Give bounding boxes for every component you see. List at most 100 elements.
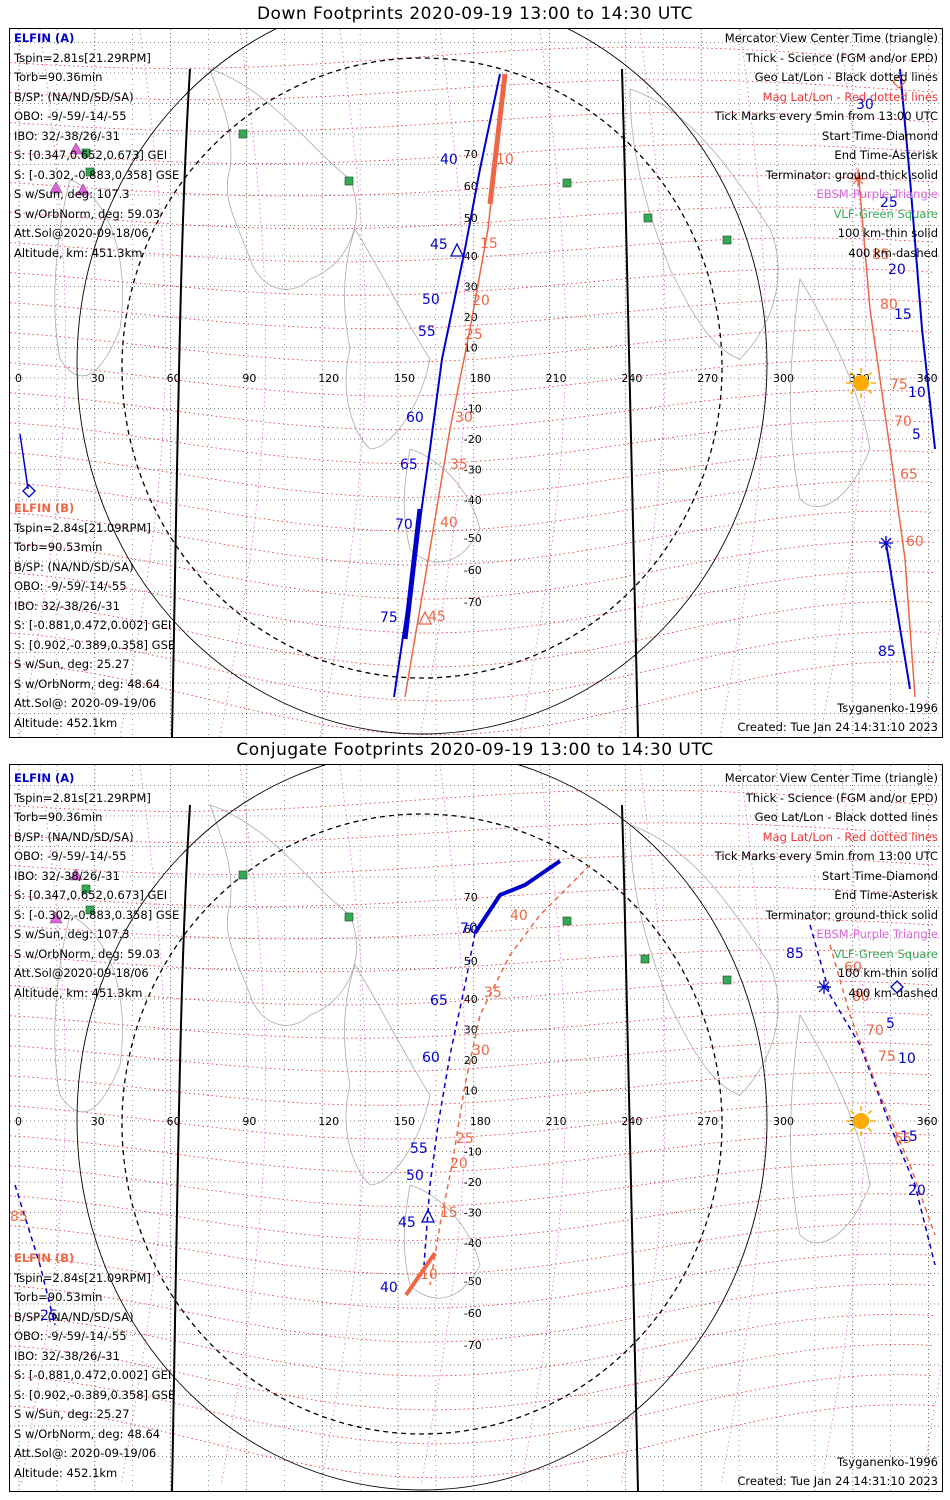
lon-tick-label: 300 <box>773 1115 794 1128</box>
mag-meridian-line <box>20 765 66 1486</box>
sat-a-tick-label: 70 <box>395 517 413 533</box>
mag-parallel-line <box>10 206 935 230</box>
sat-b-tick-label: 10 <box>420 1267 438 1283</box>
sat-b-info-conj: ELFIN (B) Tspin=2.84s[21.09RPM] Torb=90.… <box>14 1249 175 1483</box>
lat-tick-label: -50 <box>464 532 482 545</box>
sun-ray <box>849 1109 855 1115</box>
legend-100km: 100 km-thin solid <box>837 226 938 240</box>
sat-a-info-conj: ELFIN (A) Tspin=2.81s[21.29RPM] Torb=90.… <box>14 769 179 1003</box>
sat-b-tick-label: 40 <box>440 515 458 531</box>
conjugate-map-canvas: 0306090120150180210240270300330360706050… <box>10 765 942 1491</box>
footprint-100km-ellipse <box>76 765 768 1491</box>
legend-vlf: VLF-Green Square <box>833 206 938 221</box>
legend-ticks: Tick Marks every 5min from 13:00 UTC <box>714 109 938 123</box>
terminator-line <box>621 804 639 1491</box>
mag-parallel-line <box>10 661 935 736</box>
legend-terminator: Terminator: ground-thick solid <box>765 167 938 182</box>
sat-a-name: ELFIN (A) <box>14 771 75 785</box>
sat-b-tick-label: 60 <box>906 534 924 550</box>
mag-parallel-line <box>10 450 935 498</box>
vlf-station-square <box>344 176 354 186</box>
terminator-line <box>621 68 639 737</box>
mag-meridian-line <box>520 765 566 1486</box>
mag-parallel-line <box>10 111 935 132</box>
mag-parallel-line <box>10 631 935 702</box>
mag-parallel-line <box>10 420 935 464</box>
ebsm-triangle <box>49 911 63 924</box>
mag-parallel-line <box>10 1374 935 1445</box>
sat-a-line: S: [-0.302,-0.883,0.358] GSE <box>14 907 180 922</box>
lat-tick-label: 70 <box>464 891 478 904</box>
vlf-station-square <box>85 905 95 915</box>
lon-tick-label: 150 <box>394 1115 415 1128</box>
sat-a-line: Torb=90.36min <box>14 810 103 824</box>
coastline <box>790 277 871 508</box>
sun-ray <box>867 1127 873 1133</box>
mag-parallel-line <box>10 822 935 844</box>
vlf-station-square <box>344 912 354 922</box>
mag-parallel-line <box>10 949 935 973</box>
sat-b-info: ELFIN (B) Tspin=2.84s[21.09RPM] Torb=90.… <box>14 499 175 733</box>
sat-b-tick-label: 70 <box>894 414 912 430</box>
sun-icon <box>853 1113 869 1129</box>
start-time-diamond <box>892 75 906 89</box>
lat-tick-label: -70 <box>464 1339 482 1352</box>
legend-thick: Thick - Science (FGM and/or EPD) <box>745 790 938 805</box>
lat-tick-label: -60 <box>464 1307 482 1320</box>
sat-a-tick-label: 85 <box>878 644 896 660</box>
sat-a-line: S: [0.347,0.652,0.673] GEI <box>14 148 168 162</box>
sat-a-line: OBO: -9/-59/-14/-55 <box>14 849 127 863</box>
sat-b-tick-label: 35 <box>484 985 502 1001</box>
sat-b-line: S: [-0.881,0.472,0.002] GEI <box>14 1368 172 1382</box>
mag-parallel-line <box>10 46 935 69</box>
sat-a-name: ELFIN (A) <box>14 31 75 45</box>
center-time-triangle <box>417 610 433 625</box>
end-time-asterisk <box>880 537 892 549</box>
sat-a-science-segment <box>402 508 423 640</box>
legend-100km: 100 km-thin solid <box>837 966 938 980</box>
sat-b-tick-label: 80 <box>852 989 870 1005</box>
sat-b-line: Torb=90.53min <box>14 540 103 554</box>
sat-b-tick-label: 10 <box>496 152 514 168</box>
ebsm-triangle <box>76 183 90 196</box>
sat-a-line: S w/OrbNorm, deg: 59.03 <box>14 946 161 961</box>
sat-a-line: IBO: 32/-38/26/-31 <box>14 868 120 883</box>
terminator-line <box>171 804 191 1491</box>
mag-parallel-line <box>10 359 935 397</box>
ebsm-triangle <box>49 181 63 194</box>
sat-b-line: S: [0.902,-0.389,0.358] GSE <box>14 637 176 652</box>
coastline <box>209 68 357 290</box>
sun-ray <box>849 1127 855 1133</box>
vlf-station-square <box>81 148 91 158</box>
coastline <box>54 914 123 1113</box>
sat-b-line: OBO: -9/-59/-14/-55 <box>14 1329 127 1343</box>
sat-a-tick-label: 25 <box>40 1308 58 1324</box>
sat-a-tick-label: 85 <box>786 946 804 962</box>
lon-tick-label: 0 <box>15 1115 22 1128</box>
sat-b-line: Tspin=2.84s[21.09RPM] <box>14 520 151 535</box>
sat-a-track-west <box>14 1184 56 1326</box>
sat-b-tick-label: 60 <box>844 960 862 976</box>
start-time-diamond <box>890 980 904 994</box>
sat-a-line: Tspin=2.81s[21.29RPM] <box>14 790 151 805</box>
lon-tick-label: 90 <box>242 1115 256 1128</box>
created-label: Created: Tue Jan 24 14:31:10 2023 <box>737 720 938 734</box>
sun-ray <box>867 389 873 395</box>
legend-thick: Thick - Science (FGM and/or EPD) <box>745 50 938 65</box>
lat-tick-label: -40 <box>464 494 482 507</box>
sat-a-line: B/SP: (NA/ND/SD/SA) <box>14 89 134 104</box>
mag-meridian-line <box>420 765 466 1486</box>
sat-b-tick-label: 20 <box>450 1156 468 1172</box>
coastline <box>403 448 481 563</box>
sat-a-track-east <box>899 68 936 450</box>
legend-mag: Mag Lat/Lon - Red dotted lines <box>762 829 938 844</box>
legend-mag: Mag Lat/Lon - Red dotted lines <box>762 89 938 104</box>
legend-ticks: Tick Marks every 5min from 13:00 UTC <box>714 849 938 863</box>
conjugate-footprints-map: 0306090120150180210240270300330360706050… <box>9 764 943 1492</box>
model-label: Tsyganenko-1996 <box>837 701 938 715</box>
lon-tick-label: 90 <box>242 372 256 385</box>
footprint-400km-ellipse <box>121 57 723 679</box>
lat-tick-label: -30 <box>464 1207 482 1220</box>
sat-a-line: Att.Sol@2020-09-18/06 <box>14 226 149 240</box>
mag-parallel-line <box>10 1102 935 1140</box>
